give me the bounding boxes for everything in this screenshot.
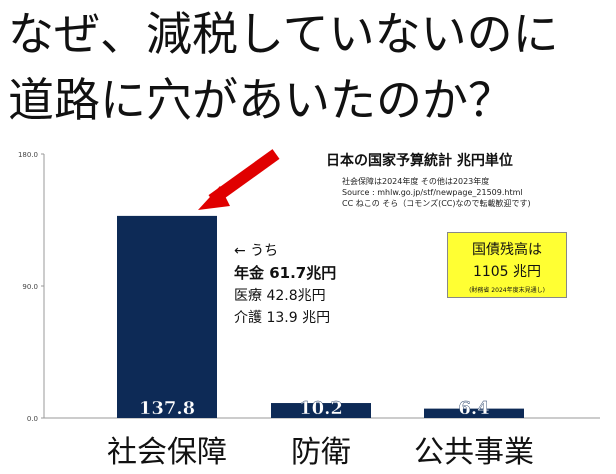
category-label: 社会保障 <box>107 435 227 470</box>
debt-line-1: 国債残高は <box>472 242 542 258</box>
breakdown-pension: 年金 61.7兆円 <box>234 264 337 282</box>
breakdown-medical: 医療 42.8兆円 <box>234 288 326 304</box>
y-tick-label: 180.0 <box>18 151 38 159</box>
headline-line-2: 道路に穴があいたのか？ <box>8 73 514 127</box>
debt-line-2: 1105 兆円 <box>472 264 542 280</box>
category-label: 防衛 <box>291 435 351 470</box>
category-label: 公共事業 <box>414 435 534 470</box>
bar-value-label: 6.4 <box>458 398 489 419</box>
info-note-license: CC ねこの そら（コモンズ(CC)なので転載歓迎です) <box>342 199 531 208</box>
breakdown-care: 介護 13.9 兆円 <box>234 310 331 326</box>
breakdown-header: ← うち <box>234 243 279 259</box>
info-note-source: Source : mhlw.go.jp/stf/newpage_21509.ht… <box>342 188 523 197</box>
y-tick-label: 0.0 <box>27 415 38 423</box>
info-notes: 社会保障は2024年度 その他は2023年度 Source : mhlw.go.… <box>342 176 531 209</box>
bar-value-label: 137.8 <box>139 398 195 419</box>
bar <box>271 403 371 418</box>
debt-line-3: (財務省 2024年度末見通し) <box>469 287 545 294</box>
debt-box: 国債残高は 1105 兆円 (財務省 2024年度末見通し) <box>447 232 567 298</box>
pointer-arrowhead <box>198 186 230 210</box>
y-tick-label: 90.0 <box>22 283 38 291</box>
bar <box>424 408 524 418</box>
bar-chart: 0.0 90.0 180.0 137.8 10.2 6.4 社会保障 防衛 公共事業 <box>18 149 600 470</box>
bar <box>117 215 217 418</box>
info-title: 日本の国家予算統計 兆円単位 <box>326 153 513 169</box>
headline-line-1: なぜ、減税していないのに <box>8 7 559 61</box>
bar-value-label: 10.2 <box>299 398 343 419</box>
info-note-year: 社会保障は2024年度 その他は2023年度 <box>342 177 490 186</box>
